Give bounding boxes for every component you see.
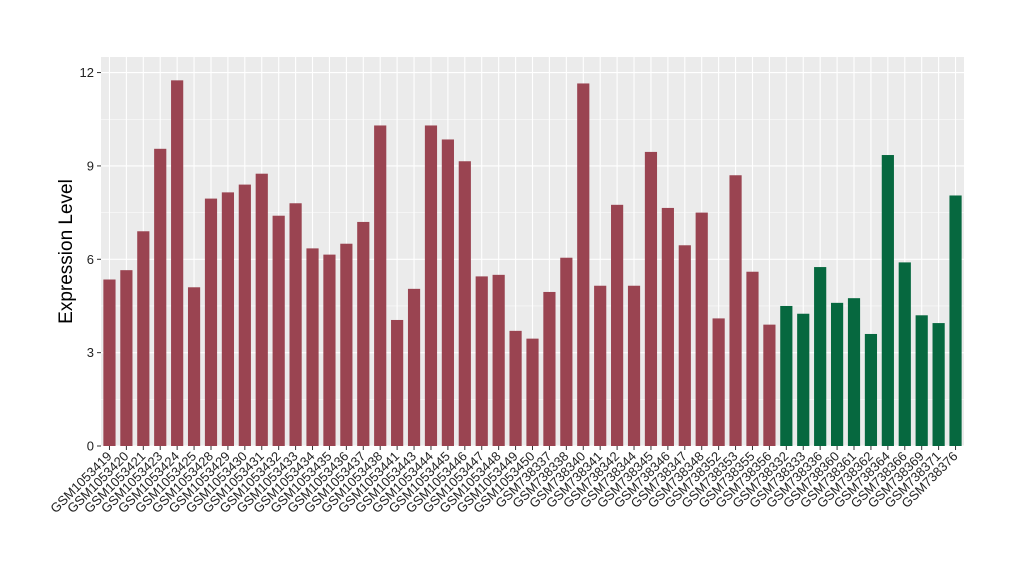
bar-GSM1053443 xyxy=(407,288,421,446)
bar-GSM1053419 xyxy=(103,279,116,446)
bar-GSM738340 xyxy=(577,83,590,447)
x-axis: GSM1053419GSM1053420GSM1053421GSM1053423… xyxy=(47,446,961,516)
bar-GSM738353 xyxy=(729,175,742,447)
bar-GSM1053434 xyxy=(306,248,319,446)
bar-GSM1053430 xyxy=(238,184,251,447)
bar-GSM738362 xyxy=(864,333,878,446)
bar-GSM1053444 xyxy=(424,125,438,447)
bar-GSM738366 xyxy=(898,262,911,446)
bar-GSM738348 xyxy=(695,212,708,446)
bar-GSM1053425 xyxy=(187,287,201,446)
bar-GSM1053438 xyxy=(374,125,387,447)
bar-GSM738364 xyxy=(881,155,894,446)
bar-GSM738360 xyxy=(830,302,844,446)
y-tick-label: 0 xyxy=(87,439,94,454)
bar-GSM738376 xyxy=(949,195,962,446)
bar-GSM1053436 xyxy=(340,243,353,446)
bar-GSM1053428 xyxy=(204,198,218,446)
bar-GSM1053432 xyxy=(272,215,285,446)
bar-GSM1053447 xyxy=(475,276,488,446)
bar-GSM1053441 xyxy=(391,319,404,446)
bar-GSM738346 xyxy=(661,207,674,446)
bar-GSM1053421 xyxy=(137,231,150,446)
bar-GSM1053423 xyxy=(154,148,167,446)
bar-GSM1053445 xyxy=(441,139,454,446)
bar-GSM1053450 xyxy=(526,338,539,446)
bar-GSM738369 xyxy=(915,315,928,446)
bar-GSM1053429 xyxy=(221,192,235,446)
bar-GSM738333 xyxy=(797,313,810,446)
y-tick-label: 3 xyxy=(87,345,94,360)
bar-GSM738332 xyxy=(780,305,793,446)
bar-GSM738356 xyxy=(763,324,776,446)
bar-GSM738338 xyxy=(560,257,573,446)
bar-GSM1053420 xyxy=(120,270,133,446)
bar-GSM1053424 xyxy=(171,80,184,446)
bar-GSM738347 xyxy=(678,245,691,446)
bar-GSM1053433 xyxy=(289,203,302,446)
y-tick-label: 6 xyxy=(87,252,94,267)
y-tick-label: 12 xyxy=(80,65,94,80)
bar-GSM738352 xyxy=(712,318,725,446)
bar-GSM1053431 xyxy=(255,173,268,446)
bar-GSM738345 xyxy=(644,151,658,446)
y-tick-label: 9 xyxy=(87,158,94,173)
bar-GSM738341 xyxy=(594,285,607,446)
bar-GSM738371 xyxy=(932,323,945,446)
bar-GSM1053449 xyxy=(509,330,522,446)
bars xyxy=(103,80,962,447)
bar-GSM738361 xyxy=(847,298,861,446)
bar-GSM1053435 xyxy=(323,254,336,446)
bar-GSM1053446 xyxy=(458,161,471,446)
bar-GSM738337 xyxy=(543,291,556,446)
bar-GSM738344 xyxy=(627,285,641,446)
y-axis-title: Expression Level xyxy=(56,179,77,324)
bar-GSM738336 xyxy=(814,267,827,446)
bar-GSM1053448 xyxy=(492,274,505,446)
bar-GSM738355 xyxy=(746,271,759,446)
bar-GSM738342 xyxy=(611,204,624,446)
y-axis: 0 3 6 9 12 xyxy=(80,65,101,454)
bar-GSM1053437 xyxy=(357,221,370,446)
